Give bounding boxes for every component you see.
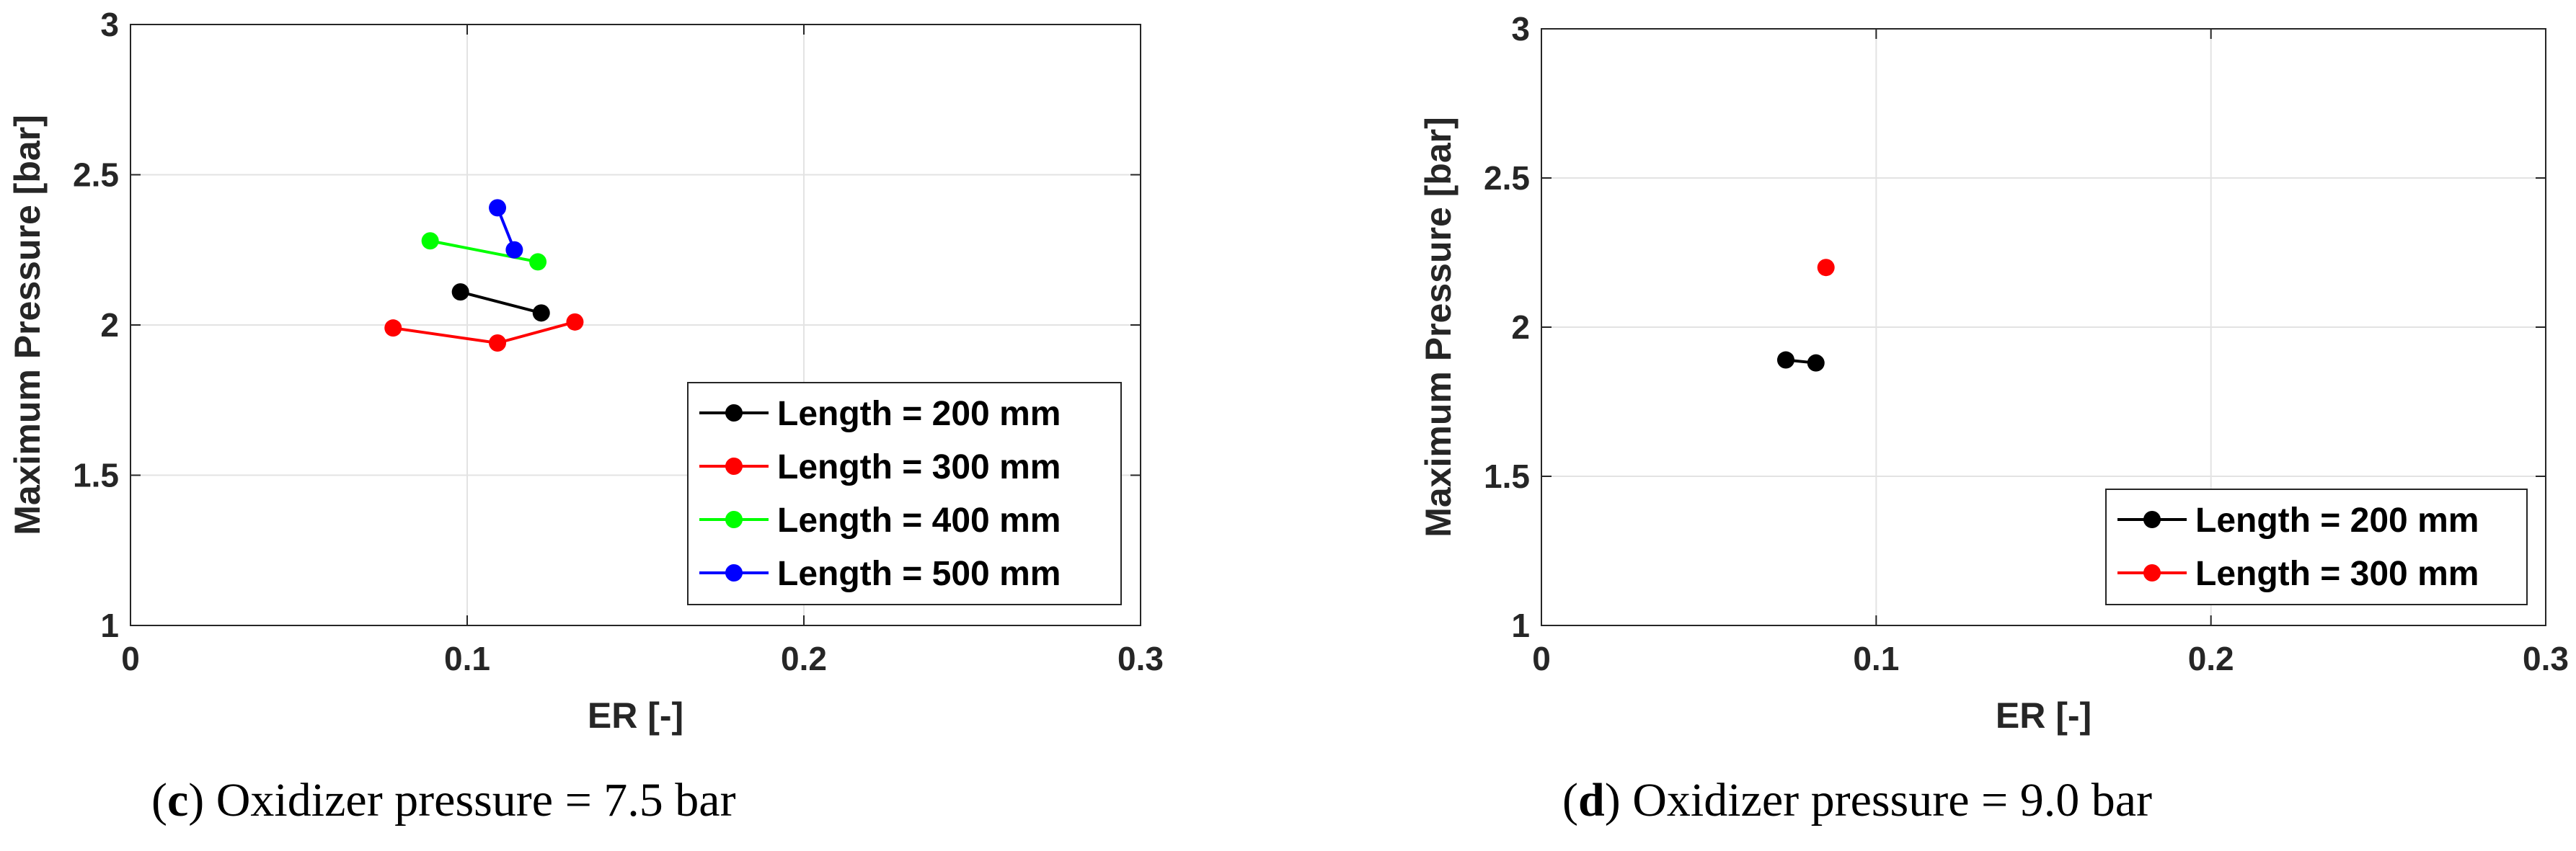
data-point bbox=[1776, 351, 1794, 369]
legend: Length = 200 mm Length = 300 mm Length = 4… bbox=[687, 382, 1122, 605]
data-point bbox=[451, 283, 469, 301]
data-point bbox=[532, 304, 550, 322]
y-tick-label: 2.5 bbox=[73, 156, 119, 194]
data-point bbox=[421, 232, 439, 250]
y-tick-label: 1.5 bbox=[1484, 458, 1530, 495]
y-tick-label: 2.5 bbox=[1484, 159, 1530, 197]
y-tick-label: 2 bbox=[100, 306, 119, 344]
legend-marker bbox=[725, 564, 743, 582]
legend-label: Length = 400 mm bbox=[777, 502, 1061, 540]
y-axis-label: Maximum Pressure [bar] bbox=[1418, 117, 1459, 538]
legend-label: Length = 200 mm bbox=[2195, 502, 2479, 540]
y-tick-label: 3 bbox=[1511, 10, 1530, 48]
data-point bbox=[566, 313, 584, 331]
series-1 bbox=[1776, 351, 1825, 372]
caption-paren-close: ) bbox=[1605, 774, 1632, 827]
legend-label: Length = 300 mm bbox=[2195, 555, 2479, 593]
figure-caption: (d) Oxidizer pressure = 9.0 bar bbox=[1562, 774, 2152, 827]
caption-text: Oxidizer pressure = 7.5 bar bbox=[216, 774, 736, 827]
series-3 bbox=[421, 232, 547, 271]
x-tick-label: 0 bbox=[1532, 640, 1551, 677]
x-tick-label: 0.3 bbox=[2523, 640, 2569, 677]
y-axis-label: Maximum Pressure [bar] bbox=[7, 115, 48, 535]
chart-panel-c: 0 0.1 0.2 0.3 1 1.5 2 2.5 3 ER [-] Maximum Pressur… bbox=[7, 6, 1164, 827]
legend-box bbox=[2105, 489, 2528, 605]
y-tick-label: 1.5 bbox=[73, 457, 119, 494]
series-4 bbox=[489, 199, 523, 259]
data-point bbox=[489, 334, 507, 352]
x-tick-label: 0.1 bbox=[1853, 640, 1899, 677]
caption-paren-open: ( bbox=[151, 774, 167, 827]
y-tick-label: 1 bbox=[1511, 607, 1530, 644]
caption-paren-close: ) bbox=[188, 774, 216, 827]
legend-marker bbox=[725, 511, 743, 528]
data-point bbox=[384, 319, 402, 337]
chart-panel-d: 0 0.1 0.2 0.3 1 1.5 2 2.5 3 ER [-] Maximum Pressur… bbox=[1418, 10, 2569, 827]
x-tick-label: 0.3 bbox=[1117, 640, 1164, 677]
caption-letter: c bbox=[167, 774, 188, 827]
series-2 bbox=[1817, 259, 1835, 277]
data-point bbox=[529, 253, 547, 271]
series-line bbox=[430, 239, 539, 264]
x-tick-label: 0.1 bbox=[444, 640, 490, 677]
data-point bbox=[505, 241, 523, 259]
caption-paren-open: ( bbox=[1562, 774, 1578, 827]
data-point bbox=[1817, 259, 1835, 277]
legend: Length = 200 mm Length = 300 mm bbox=[2105, 489, 2528, 605]
legend-marker bbox=[2143, 564, 2161, 582]
data-point bbox=[1807, 354, 1825, 372]
legend-marker bbox=[2143, 511, 2161, 528]
y-tick-label: 3 bbox=[100, 6, 119, 43]
data-point bbox=[489, 199, 507, 217]
legend-label: Length = 500 mm bbox=[777, 555, 1061, 593]
series-line bbox=[460, 290, 542, 315]
x-axis-label: ER [-] bbox=[1996, 695, 2092, 736]
x-axis-label: ER [-] bbox=[588, 695, 683, 736]
x-tick-label: 0.2 bbox=[781, 640, 827, 677]
x-tick-label: 0.2 bbox=[2188, 640, 2234, 677]
caption-letter: d bbox=[1578, 774, 1605, 827]
y-tick-label: 2 bbox=[1511, 308, 1530, 346]
series-1 bbox=[451, 283, 550, 322]
y-tick-label: 1 bbox=[100, 607, 119, 644]
legend-label: Length = 300 mm bbox=[777, 448, 1061, 486]
x-tick-label: 0 bbox=[121, 640, 140, 677]
legend-marker bbox=[725, 404, 743, 422]
caption-text: Oxidizer pressure = 9.0 bar bbox=[1632, 774, 2152, 827]
legend-label: Length = 200 mm bbox=[777, 395, 1061, 433]
legend-marker bbox=[725, 458, 743, 475]
figure-caption: (c) Oxidizer pressure = 7.5 bar bbox=[151, 774, 736, 827]
legend-box bbox=[687, 382, 1122, 605]
series-2 bbox=[384, 313, 584, 352]
